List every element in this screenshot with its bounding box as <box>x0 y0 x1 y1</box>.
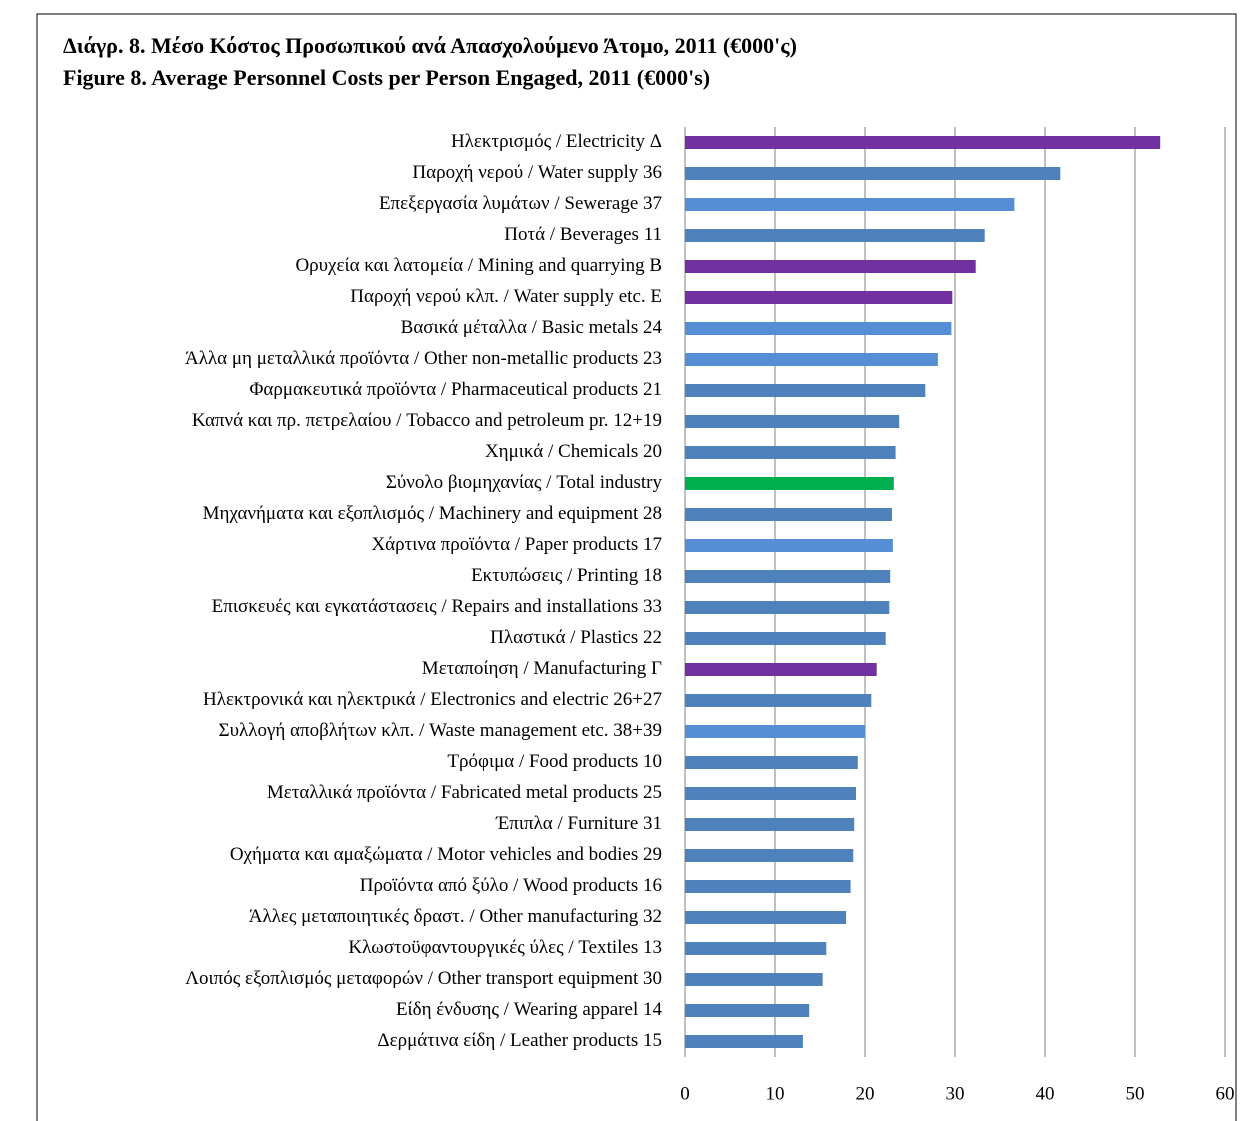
bar <box>685 694 872 707</box>
y-tick-label: Συλλογή αποβλήτων κλπ. / Waste managemen… <box>219 720 662 741</box>
x-tick-label: 40 <box>1036 1083 1055 1104</box>
y-tick-label: Οχήματα και αμαξώματα / Motor vehicles a… <box>230 844 662 865</box>
bar <box>685 942 827 955</box>
x-tick-label: 20 <box>856 1083 875 1104</box>
x-tick-label: 0 <box>680 1083 690 1104</box>
x-tick-label: 30 <box>946 1083 965 1104</box>
y-tick-label: Τρόφιμα / Food products 10 <box>447 751 662 772</box>
bar <box>685 601 890 614</box>
y-tick-label: Χημικά / Chemicals 20 <box>485 441 662 462</box>
y-tick-label: Είδη ένδυσης / Wearing apparel 14 <box>396 999 663 1020</box>
y-tick-label: Σύνολο βιομηχανίας / Total industry <box>386 472 663 493</box>
bar <box>685 260 976 273</box>
bar <box>685 880 851 893</box>
x-tick-label: 60 <box>1216 1083 1235 1104</box>
y-tick-label: Άλλα μη μεταλλικά προϊόντα / Other non-m… <box>185 348 662 369</box>
y-tick-label: Επισκευές και εγκατάστασεις / Repairs an… <box>212 596 662 617</box>
bar <box>685 818 855 831</box>
frame <box>36 13 1237 1121</box>
bar <box>685 787 856 800</box>
bar <box>685 415 900 428</box>
bar <box>685 136 1161 149</box>
bar <box>685 973 823 986</box>
y-tick-label: Προϊόντα από ξύλο / Wood products 16 <box>360 875 662 896</box>
y-tick-label: Ηλεκτρονικά και ηλεκτρικά / Electronics … <box>203 689 662 710</box>
bar <box>685 570 891 583</box>
bar <box>685 632 886 645</box>
y-tick-label: Ποτά / Beverages 11 <box>504 224 662 245</box>
y-tick-label: Ορυχεία και λατομεία / Mining and quarry… <box>295 255 662 276</box>
bar <box>685 1004 810 1017</box>
bar <box>685 198 1015 211</box>
y-tick-label: Κλωστοϋφαντουργικές ύλες / Textiles 13 <box>348 937 662 958</box>
bar <box>685 539 893 552</box>
y-tick-label: Άλλες μεταποιητικές δραστ. / Other manuf… <box>249 906 662 927</box>
y-tick-label: Χάρτινα προϊόντα / Paper products 17 <box>371 534 662 555</box>
y-tick-label: Δερμάτινα είδη / Leather products 15 <box>377 1030 662 1051</box>
bar <box>685 1035 803 1048</box>
bar <box>685 322 952 335</box>
y-tick-label: Επεξεργασία λυμάτων / Sewerage 37 <box>379 193 662 214</box>
chart-subtitle: Figure 8. Average Personnel Costs per Pe… <box>63 65 710 90</box>
y-tick-label: Έπιπλα / Furniture 31 <box>495 813 662 834</box>
bar <box>685 756 858 769</box>
bar <box>685 167 1061 180</box>
x-tick-label: 50 <box>1126 1083 1145 1104</box>
y-tick-label: Μεταλλικά προϊόντα / Fabricated metal pr… <box>267 782 662 803</box>
bar <box>685 911 847 924</box>
y-tick-label: Πλαστικά / Plastics 22 <box>490 627 662 648</box>
bar <box>685 508 892 521</box>
y-tick-label: Φαρμακευτικά προϊόντα / Pharmaceutical p… <box>250 379 662 400</box>
bar <box>685 663 877 676</box>
bar <box>685 291 953 304</box>
y-tick-label: Καπνά και πρ. πετρελαίου / Tobacco and p… <box>192 410 662 431</box>
y-tick-label: Παροχή νερού / Water supply 36 <box>412 162 662 183</box>
bar <box>685 384 926 397</box>
x-tick-label: 10 <box>766 1083 785 1104</box>
y-tick-label: Βασικά μέταλλα / Basic metals 24 <box>401 317 663 338</box>
y-tick-label: Παροχή νερού κλπ. / Water supply etc. Ε <box>350 286 662 307</box>
bar <box>685 849 854 862</box>
y-tick-label: Μηχανήματα και εξοπλισμός / Machinery an… <box>203 503 662 524</box>
y-tick-label: Μεταποίηση / Manufacturing Γ <box>422 658 662 679</box>
y-tick-label: Λοιπός εξοπλισμός μεταφορών / Other tran… <box>185 968 662 989</box>
y-tick-label: Ηλεκτρισμός / Electricity Δ <box>451 131 662 152</box>
chart-title: Διάγρ. 8. Μέσο Κόστος Προσωπικού ανά Απα… <box>63 33 797 58</box>
bar <box>685 353 938 366</box>
bar <box>685 725 865 738</box>
y-tick-label: Εκτυπώσεις / Printing 18 <box>471 565 662 586</box>
bar <box>685 477 894 490</box>
bar <box>685 446 896 459</box>
bar <box>685 229 985 242</box>
